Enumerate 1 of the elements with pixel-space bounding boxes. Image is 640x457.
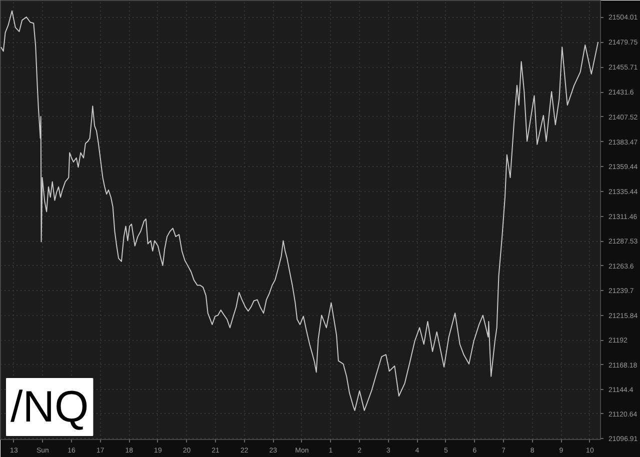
text: /NQ	[10, 382, 89, 432]
